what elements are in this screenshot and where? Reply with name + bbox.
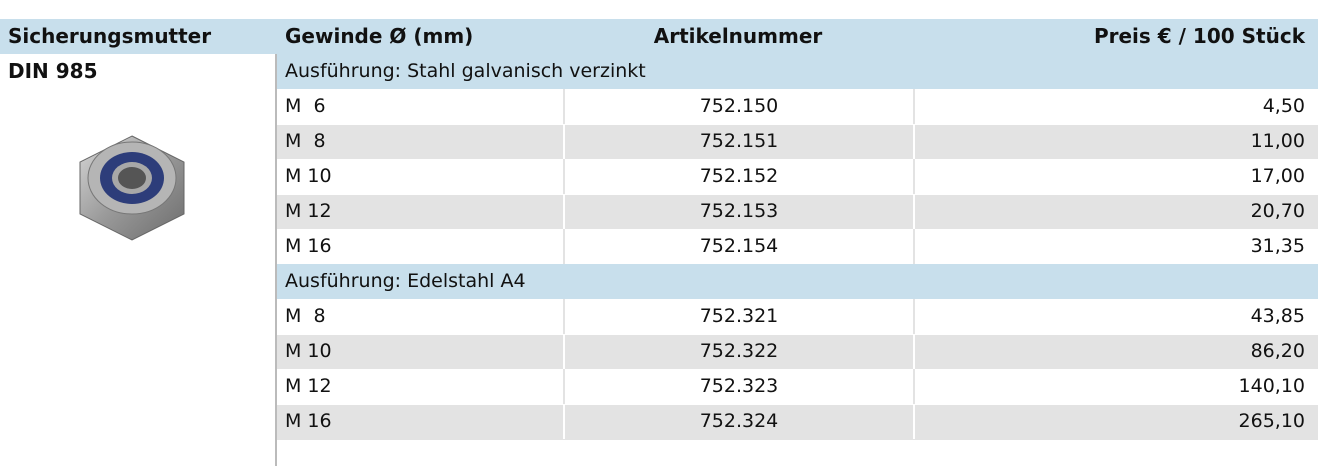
article-number: 752.323 — [565, 369, 913, 404]
article-number: 752.154 — [565, 229, 913, 264]
nut-image — [72, 132, 192, 244]
price: 86,20 — [915, 334, 1305, 369]
section-title: Ausführung: Edelstahl A4 — [285, 264, 526, 299]
header-cell: Artikelnummer — [563, 19, 913, 54]
article-number: 752.152 — [565, 159, 913, 194]
price: 31,35 — [915, 229, 1305, 264]
product-name: DIN 985 — [8, 54, 98, 89]
price: 17,00 — [915, 159, 1305, 194]
page: Sicherungsmutter Gewinde Ø (mm) Artikeln… — [0, 0, 1318, 466]
header-cell: Gewinde Ø (mm) — [285, 19, 473, 54]
article-number: 752.153 — [565, 194, 913, 229]
section-title: Ausführung: Stahl galvanisch verzinkt — [285, 54, 646, 89]
price: 140,10 — [915, 369, 1305, 404]
article-number: 752.324 — [565, 404, 913, 439]
price: 43,85 — [915, 299, 1305, 334]
thread-size: M 10 — [285, 334, 332, 369]
article-number: 752.150 — [565, 89, 913, 124]
price: 4,50 — [915, 89, 1305, 124]
thread-size: M 16 — [285, 229, 332, 264]
thread-size: M 10 — [285, 159, 332, 194]
header-cell: Sicherungsmutter — [8, 19, 211, 54]
article-number: 752.151 — [565, 124, 913, 159]
price: 20,70 — [915, 194, 1305, 229]
price: 265,10 — [915, 404, 1305, 439]
thread-size: M 8 — [285, 124, 326, 159]
thread-size: M 12 — [285, 369, 332, 404]
thread-size: M 6 — [285, 89, 326, 124]
thread-size: M 16 — [285, 404, 332, 439]
header-cell: Preis € / 100 Stück — [913, 19, 1305, 54]
thread-size: M 12 — [285, 194, 332, 229]
article-number: 752.322 — [565, 334, 913, 369]
thread-size: M 8 — [285, 299, 326, 334]
article-number: 752.321 — [565, 299, 913, 334]
price: 11,00 — [915, 124, 1305, 159]
